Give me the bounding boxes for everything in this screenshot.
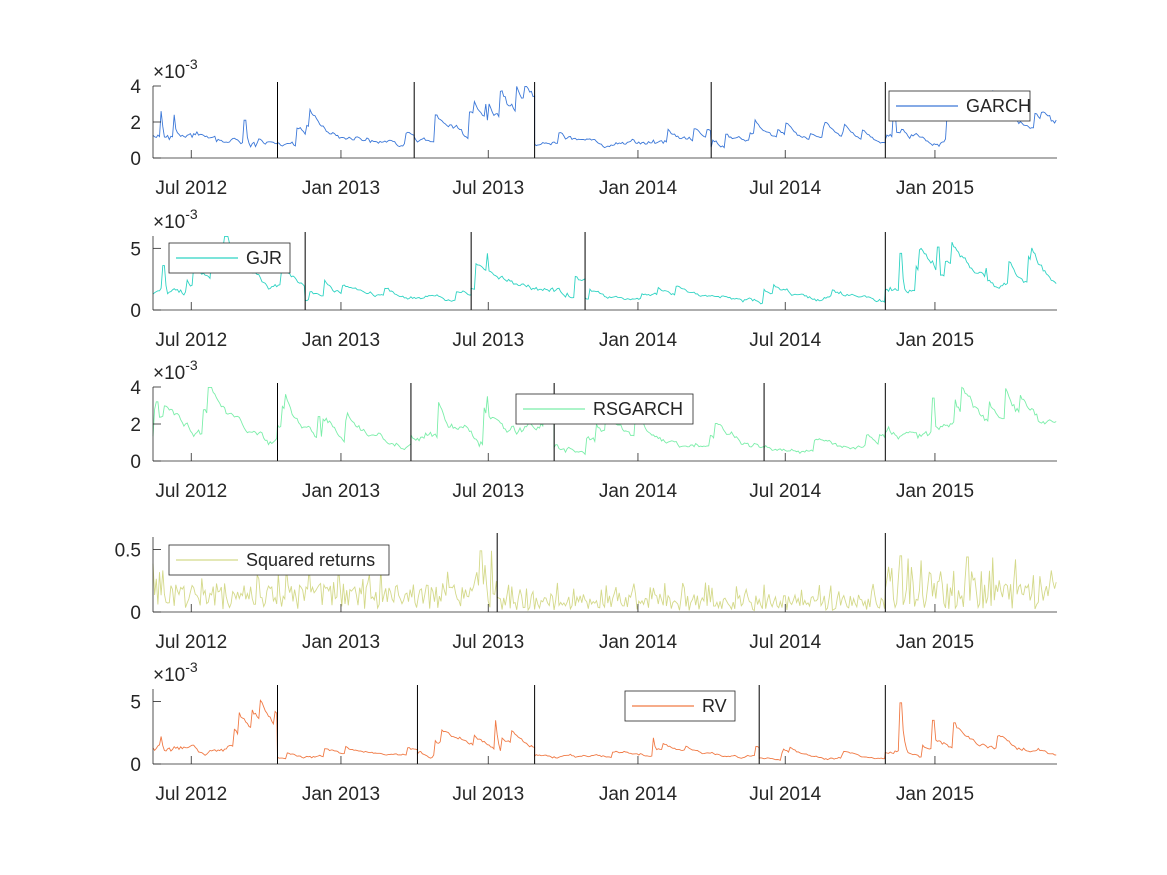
- y-exponent-label: ×10-3: [153, 357, 198, 384]
- legend[interactable]: GARCH: [888, 90, 1031, 122]
- x-tick-label: Jul 2012: [155, 481, 227, 502]
- series-line-squared-returns: [152, 550, 1057, 612]
- y-tick-label: 0: [130, 149, 141, 170]
- y-exponent-label: ×10-3: [153, 56, 198, 83]
- y-exponent-label: ×10-3: [153, 659, 198, 686]
- x-tick-label: Jul 2014: [749, 330, 821, 351]
- series-line-garch: [152, 85, 1057, 149]
- x-tick-label: Jan 2014: [599, 481, 678, 502]
- x-tick-label: Jul 2013: [452, 481, 524, 502]
- series-line-gjr: [152, 235, 1057, 305]
- subplot-stack: 0 2 4 Jul 2012 Jan 2013 Jul 2013 Jan 2014 Jul 2…: [115, 56, 1057, 805]
- legend[interactable]: RSGARCH: [515, 393, 694, 425]
- x-tick-label: Jul 2014: [749, 632, 821, 653]
- legend-label: GJR: [246, 248, 282, 268]
- x-tick-label: Jan 2014: [599, 784, 678, 805]
- x-tick-label: Jan 2013: [302, 481, 380, 502]
- x-tick-label: Jul 2013: [452, 784, 524, 805]
- y-tick-label: 5: [130, 693, 141, 714]
- x-tick-label: Jan 2014: [599, 178, 678, 199]
- x-tick-label: Jan 2015: [896, 330, 974, 351]
- legend-label: Squared returns: [246, 550, 375, 570]
- x-tick-label: Jul 2012: [155, 330, 227, 351]
- y-tick-label: 2: [130, 415, 141, 436]
- subplot-rsgarch: 0 2 4 Jul 2012 Jan 2013 Jul 2013 Jan 2014 Jul 2…: [130, 357, 1057, 502]
- y-tick-label: 0.5: [115, 541, 141, 562]
- x-tick-label: Jul 2014: [749, 481, 821, 502]
- x-tick-label: Jul 2013: [452, 632, 524, 653]
- legend-label: RV: [702, 696, 727, 716]
- legend[interactable]: RV: [624, 690, 736, 722]
- legend-label: RSGARCH: [593, 399, 683, 419]
- y-tick-label: 0: [130, 603, 141, 624]
- y-tick-label: 4: [130, 77, 141, 98]
- x-tick-label: Jul 2013: [452, 178, 524, 199]
- x-tick-label: Jan 2013: [302, 632, 380, 653]
- series-line-rsgarch: [152, 386, 1057, 456]
- x-tick-label: Jan 2015: [896, 481, 974, 502]
- x-tick-label: Jul 2013: [452, 330, 524, 351]
- x-tick-label: Jan 2013: [302, 330, 380, 351]
- subplot-squared-returns: 0 0.5 Jul 2012 Jan 2013 Jul 2013 Jan 2014 Jul …: [115, 533, 1057, 653]
- x-tick-label: Jan 2013: [302, 178, 380, 199]
- x-tick-label: Jul 2012: [155, 632, 227, 653]
- subplot-rv: 0 5 Jul 2012 Jan 2013 Jul 2013 Jan 2014 Jul 20…: [130, 659, 1057, 805]
- x-tick-label: Jul 2014: [749, 784, 821, 805]
- y-tick-label: 0: [130, 755, 141, 776]
- x-tick-label: Jan 2013: [302, 784, 380, 805]
- legend-box: [168, 544, 390, 576]
- subplot-gjr: 0 5 Jul 2012 Jan 2013 Jul 2013 Jan 2014 Jul 20…: [130, 206, 1057, 351]
- y-tick-label: 5: [130, 239, 141, 260]
- y-tick-label: 4: [130, 378, 141, 399]
- legend-label: GARCH: [966, 96, 1031, 116]
- x-tick-label: Jan 2014: [599, 330, 678, 351]
- x-tick-label: Jul 2014: [749, 178, 821, 199]
- x-tick-label: Jul 2012: [155, 784, 227, 805]
- x-tick-label: Jan 2014: [599, 632, 678, 653]
- series-line-rv: [152, 699, 1057, 761]
- y-exponent-label: ×10-3: [153, 206, 198, 233]
- y-tick-label: 0: [130, 301, 141, 322]
- y-tick-label: 2: [130, 113, 141, 134]
- x-tick-label: Jan 2015: [896, 784, 974, 805]
- legend[interactable]: Squared returns: [168, 544, 390, 576]
- legend[interactable]: GJR: [168, 242, 291, 274]
- x-tick-label: Jan 2015: [896, 632, 974, 653]
- x-tick-label: Jul 2012: [155, 178, 227, 199]
- subplot-garch: 0 2 4 Jul 2012 Jan 2013 Jul 2013 Jan 2014 Jul 2…: [130, 56, 1057, 199]
- y-tick-label: 0: [130, 452, 141, 473]
- x-tick-label: Jan 2015: [896, 178, 974, 199]
